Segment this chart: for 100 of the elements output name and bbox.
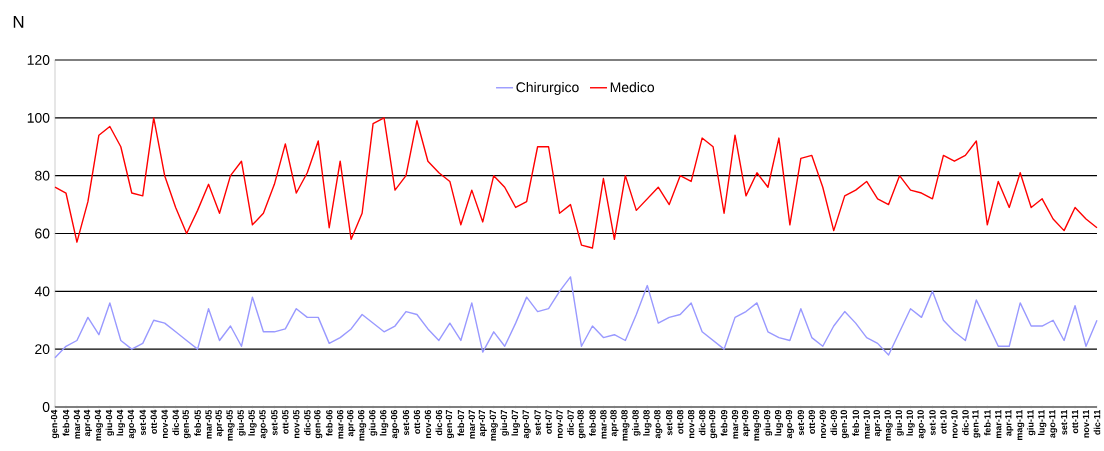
x-tick-label: mag-07	[489, 410, 498, 441]
x-tick-label: apr-11	[1005, 409, 1014, 436]
x-tick-label: ago-06	[390, 410, 400, 439]
x-tick-label: giu-07	[500, 410, 509, 436]
x-tick-label: giu-05	[237, 409, 246, 436]
x-tick-label: mag-09	[752, 410, 762, 441]
x-tick-label: giu-10	[895, 410, 904, 436]
x-tick-label: lug-07	[511, 410, 520, 436]
x-tick-label: giu-09	[763, 410, 773, 436]
x-tick-label: lug-04	[116, 409, 126, 436]
x-tick-label: ott-11	[1071, 409, 1079, 434]
x-tick-label: gen-06	[314, 410, 323, 439]
x-tick-label: gen-11	[972, 409, 981, 438]
x-tick-label: mar-10	[863, 410, 870, 439]
x-tick-label: mar-07	[468, 410, 475, 439]
x-tick-label: nov-09	[819, 410, 826, 438]
y-tick-label: 80	[35, 170, 50, 181]
x-tick-label: nov-08	[687, 409, 695, 438]
x-tick-label: mar-06	[337, 410, 344, 439]
x-tick-label: ago-04	[127, 409, 136, 439]
x-tick-label: nov-05	[293, 409, 300, 438]
x-tick-label: mag-06	[358, 410, 367, 441]
legend-label: Medico	[610, 81, 655, 93]
x-tick-label: feb-11	[984, 409, 991, 436]
x-tick-label: set-08	[666, 409, 673, 436]
x-tick-label: ago-07	[522, 410, 531, 439]
x-tick-label: gen-04	[50, 409, 60, 439]
x-tick-label: feb-08	[589, 409, 596, 436]
x-tick-label: ott-06	[413, 410, 421, 434]
x-tick-label: lug-05	[248, 409, 257, 436]
x-tick-label: mar-04	[73, 409, 81, 439]
x-tick-label: giu-08	[632, 409, 641, 436]
x-tick-label: mar-11	[995, 409, 1002, 439]
x-tick-label: mar-05	[205, 409, 212, 439]
x-tick-label: ott-07	[545, 410, 552, 434]
x-tick-label: ott-10	[940, 410, 947, 434]
x-tick-label: mag-05	[226, 409, 235, 441]
x-tick-label: feb-04	[62, 409, 70, 436]
x-tick-label: nov-11	[1082, 409, 1090, 438]
x-tick-label: lug-09	[774, 410, 784, 436]
x-tick-label: feb-09	[720, 410, 728, 436]
x-tick-label: set-04	[139, 409, 146, 436]
x-tick-label: feb-07	[457, 410, 465, 436]
x-tick-label: apr-06	[347, 410, 356, 437]
x-tick-label: ott-05	[282, 409, 289, 434]
y-tick-label: 0	[42, 402, 50, 412]
x-tick-label: giu-06	[368, 410, 378, 436]
x-tick-label: lug-08	[643, 409, 652, 436]
x-tick-label: set-11	[1060, 409, 1068, 435]
x-tick-label: lug-06	[379, 410, 389, 436]
x-tick-label: nov-04	[161, 409, 168, 438]
x-tick-label: nov-07	[556, 410, 563, 438]
x-tick-label: gen-05	[182, 409, 191, 439]
x-tick-label: dic-04	[172, 409, 179, 436]
x-tick-label: ott-08	[677, 409, 684, 434]
x-tick-label: giu-11	[1026, 409, 1036, 436]
x-tick-label: lug-10	[906, 410, 915, 436]
x-tick-label: nov-10	[951, 410, 958, 438]
x-tick-label: apr-07	[478, 410, 487, 437]
x-tick-label: ott-09	[808, 410, 815, 434]
x-tick-label: set-10	[929, 410, 936, 436]
x-tick-label: nov-06	[424, 410, 432, 438]
x-tick-label: set-09	[797, 410, 805, 436]
y-tick-label: 100	[27, 112, 50, 123]
y-tick-label: 60	[35, 228, 50, 239]
x-tick-label: apr-08	[610, 409, 619, 437]
x-tick-label: ago-10	[917, 410, 926, 439]
x-tick-label: dic-06	[435, 410, 443, 436]
x-tick-label: mag-11	[1016, 409, 1025, 440]
x-tick-label: ago-05	[259, 409, 268, 439]
x-tick-label: mar-08	[600, 409, 607, 439]
x-tick-label: dic-09	[830, 410, 838, 436]
x-tick-label: ago-11	[1049, 409, 1058, 438]
y-tick-label: 40	[34, 286, 50, 297]
x-tick-label: gen-10	[840, 410, 849, 439]
x-tick-label: gen-07	[445, 410, 454, 439]
x-tick-label: set-05	[271, 409, 278, 436]
x-tick-label: feb-10	[852, 410, 859, 436]
x-tick-label: dic-11	[1093, 409, 1101, 435]
y-tick-label: 120	[27, 55, 50, 65]
x-tick-label: set-06	[402, 410, 410, 436]
x-tick-label: dic-05	[303, 409, 311, 436]
x-tick-label: gen-08	[577, 409, 586, 439]
legend-label: Chirurgico	[516, 81, 579, 95]
x-tick-label: apr-05	[215, 409, 224, 437]
x-tick-label: apr-10	[873, 410, 882, 437]
x-tick-label: ago-09	[785, 410, 794, 439]
x-tick-label: giu-04	[105, 409, 115, 436]
x-tick-label: apr-04	[83, 409, 92, 437]
x-tick-label: apr-09	[741, 410, 751, 437]
x-tick-label: feb-06	[325, 410, 333, 436]
x-tick-label: ott-04	[150, 409, 157, 434]
x-tick-label: ago-08	[654, 409, 663, 439]
x-tick-label: mag-04	[94, 409, 103, 441]
x-tick-label: feb-05	[194, 409, 201, 436]
x-tick-label: mag-10	[884, 410, 893, 441]
y-tick-label: 20	[35, 344, 50, 355]
x-tick-label: mag-08	[621, 409, 630, 441]
x-tick-label: lug-11	[1037, 409, 1047, 435]
x-tick-label: set-07	[534, 410, 541, 436]
